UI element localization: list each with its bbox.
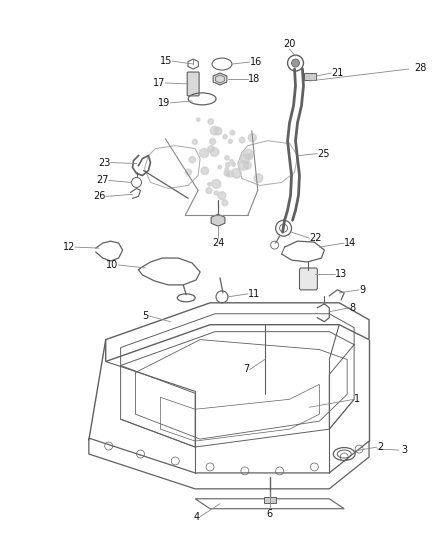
Text: 21: 21 <box>331 68 344 78</box>
Text: 17: 17 <box>153 78 165 88</box>
Circle shape <box>224 171 229 176</box>
Circle shape <box>218 192 226 199</box>
Circle shape <box>214 191 218 195</box>
Circle shape <box>227 171 233 177</box>
Circle shape <box>225 156 229 160</box>
Text: 3: 3 <box>401 445 407 455</box>
Text: 19: 19 <box>158 98 170 108</box>
Text: 14: 14 <box>344 238 357 248</box>
Circle shape <box>254 174 263 182</box>
Circle shape <box>200 149 208 158</box>
Circle shape <box>208 146 214 152</box>
Circle shape <box>185 169 191 175</box>
Circle shape <box>226 163 230 167</box>
Circle shape <box>192 139 198 144</box>
Text: 22: 22 <box>309 233 322 243</box>
Circle shape <box>247 154 253 159</box>
Circle shape <box>210 126 219 135</box>
Circle shape <box>226 173 230 176</box>
Text: 11: 11 <box>248 289 260 299</box>
Text: 10: 10 <box>106 260 119 270</box>
Circle shape <box>212 180 221 188</box>
Text: 23: 23 <box>98 158 111 167</box>
Polygon shape <box>213 73 227 85</box>
Circle shape <box>189 157 195 163</box>
Circle shape <box>197 118 200 122</box>
Circle shape <box>230 159 233 163</box>
Text: 7: 7 <box>244 365 250 375</box>
Text: 1: 1 <box>354 394 360 405</box>
Text: 20: 20 <box>283 39 296 49</box>
Circle shape <box>229 140 233 143</box>
Text: 28: 28 <box>414 63 426 73</box>
FancyBboxPatch shape <box>187 72 199 96</box>
Circle shape <box>218 165 222 169</box>
Circle shape <box>210 148 219 156</box>
Text: 8: 8 <box>349 303 355 313</box>
Text: 24: 24 <box>212 238 224 248</box>
Text: 9: 9 <box>359 285 365 295</box>
Circle shape <box>240 154 250 163</box>
Text: 2: 2 <box>377 442 383 452</box>
Circle shape <box>218 218 222 222</box>
Text: 16: 16 <box>250 57 262 67</box>
Text: 12: 12 <box>63 242 75 252</box>
Circle shape <box>239 160 248 170</box>
Circle shape <box>214 127 222 135</box>
Circle shape <box>292 59 300 67</box>
Text: 4: 4 <box>194 512 200 522</box>
Bar <box>304 73 316 80</box>
Circle shape <box>222 200 228 206</box>
FancyBboxPatch shape <box>300 268 318 290</box>
Text: 6: 6 <box>267 508 273 519</box>
Circle shape <box>244 149 253 159</box>
Text: 15: 15 <box>160 56 172 66</box>
Circle shape <box>210 139 215 144</box>
Circle shape <box>248 134 256 142</box>
Text: 13: 13 <box>335 269 347 279</box>
Circle shape <box>208 119 213 124</box>
Circle shape <box>223 135 227 139</box>
Polygon shape <box>211 214 225 226</box>
Circle shape <box>232 168 241 178</box>
Bar <box>264 497 276 503</box>
Text: 18: 18 <box>248 74 260 84</box>
Text: 26: 26 <box>93 191 106 201</box>
Circle shape <box>230 131 235 135</box>
Text: 27: 27 <box>96 175 109 185</box>
Circle shape <box>239 138 245 143</box>
Text: 5: 5 <box>142 311 148 321</box>
Circle shape <box>208 183 211 186</box>
Circle shape <box>232 163 236 166</box>
Circle shape <box>201 167 208 174</box>
Text: 25: 25 <box>318 149 330 159</box>
Circle shape <box>206 188 212 193</box>
Circle shape <box>225 168 228 171</box>
Circle shape <box>244 161 251 169</box>
